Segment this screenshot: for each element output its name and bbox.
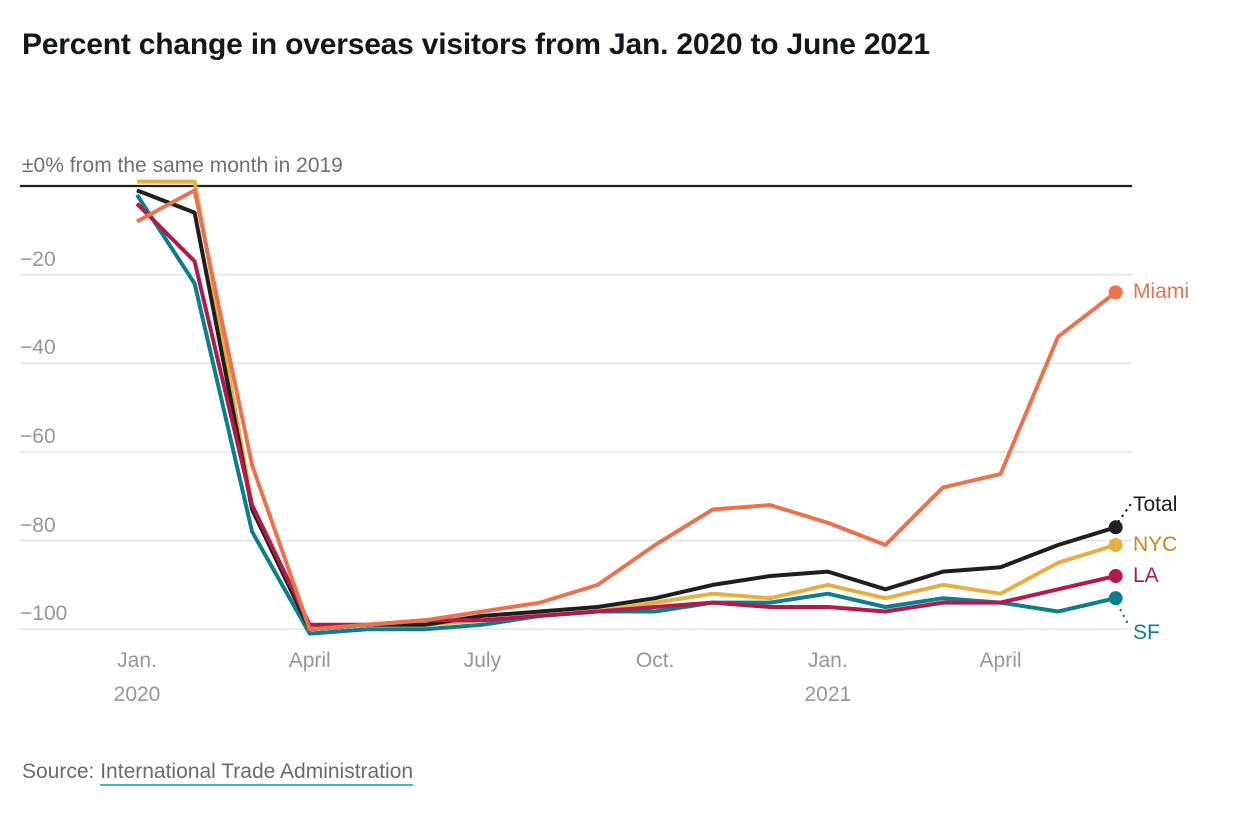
x-tick-month: Oct.: [635, 649, 675, 672]
leader-line-sf: [1116, 602, 1131, 629]
x-tick-label: April: [240, 648, 380, 674]
y-tick-label: −100: [20, 602, 68, 626]
x-tick-year: 2020: [113, 683, 161, 706]
x-tick-label: Jan. 2021: [758, 648, 898, 708]
baseline-zero-label: ±0% from the same month in 2019: [22, 154, 343, 177]
series-endpoint-dot-nyc: [1108, 537, 1123, 552]
series-endpoint-dot-miami: [1108, 285, 1123, 300]
series-endpoint-dot-total: [1108, 520, 1123, 535]
series-label-sf: SF: [1133, 621, 1160, 645]
x-tick-year: 2021: [804, 683, 852, 706]
x-tick-label: Oct.: [585, 648, 725, 674]
series-label-nyc: NYC: [1133, 532, 1178, 556]
source-prefix: Source:: [22, 760, 101, 783]
x-tick-month: Jan.: [117, 649, 157, 672]
series-line-nyc: [137, 179, 1117, 632]
x-tick-month: Jan.: [807, 649, 848, 672]
x-tick-label: July: [412, 648, 552, 674]
series-label-miami: Miami: [1133, 280, 1189, 304]
source-line: Source: International Trade Administrati…: [22, 760, 414, 786]
y-tick-label: −20: [20, 247, 56, 271]
series-label-total: Total: [1133, 493, 1178, 517]
series-line-la: [135, 202, 1117, 627]
x-tick-month: April: [288, 649, 331, 672]
chart-title: Percent change in overseas visitors from…: [22, 28, 930, 61]
x-tick-label: Jan. 2020: [67, 648, 207, 708]
series-line-sf: [135, 193, 1117, 636]
source-link[interactable]: International Trade Administration: [100, 760, 414, 786]
series-line-miami: [136, 188, 1117, 632]
series-endpoint-dot-sf: [1108, 591, 1123, 606]
y-tick-label: −80: [20, 513, 56, 537]
y-tick-label: −60: [20, 424, 56, 448]
x-tick-label: April: [931, 648, 1071, 674]
x-tick-month: April: [979, 649, 1022, 672]
series-label-la: LA: [1133, 564, 1159, 588]
leader-line-total: [1117, 503, 1132, 523]
y-tick-label: −40: [20, 336, 56, 360]
x-tick-month: July: [463, 649, 502, 672]
series-endpoint-dot-la: [1108, 569, 1123, 584]
